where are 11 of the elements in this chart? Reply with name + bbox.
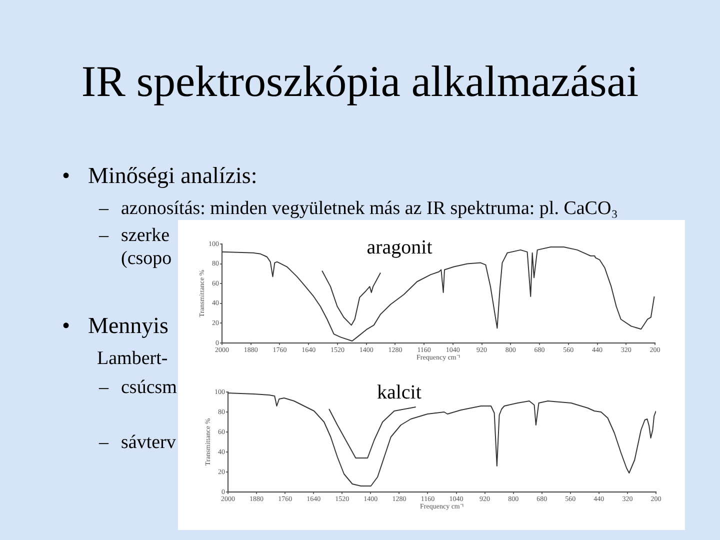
text: • Mennyis xyxy=(62,312,168,340)
text: – csúcsm xyxy=(99,376,177,400)
text: – szerke xyxy=(99,224,170,248)
text: – azonosítás: minden vegyületnek más az IR spektruma: pl. CaCO₃ xyxy=(99,198,618,220)
text: IR spektroszkópia alkalmazásai xyxy=(80,56,640,108)
text: – sávterv xyxy=(99,432,176,454)
chart-title: kalcit xyxy=(376,381,422,404)
text: • Minőségi analízis: xyxy=(62,162,258,190)
text: (csopo xyxy=(121,248,172,270)
text: Lambert- xyxy=(97,348,168,370)
chart-title: aragonit xyxy=(366,236,433,258)
